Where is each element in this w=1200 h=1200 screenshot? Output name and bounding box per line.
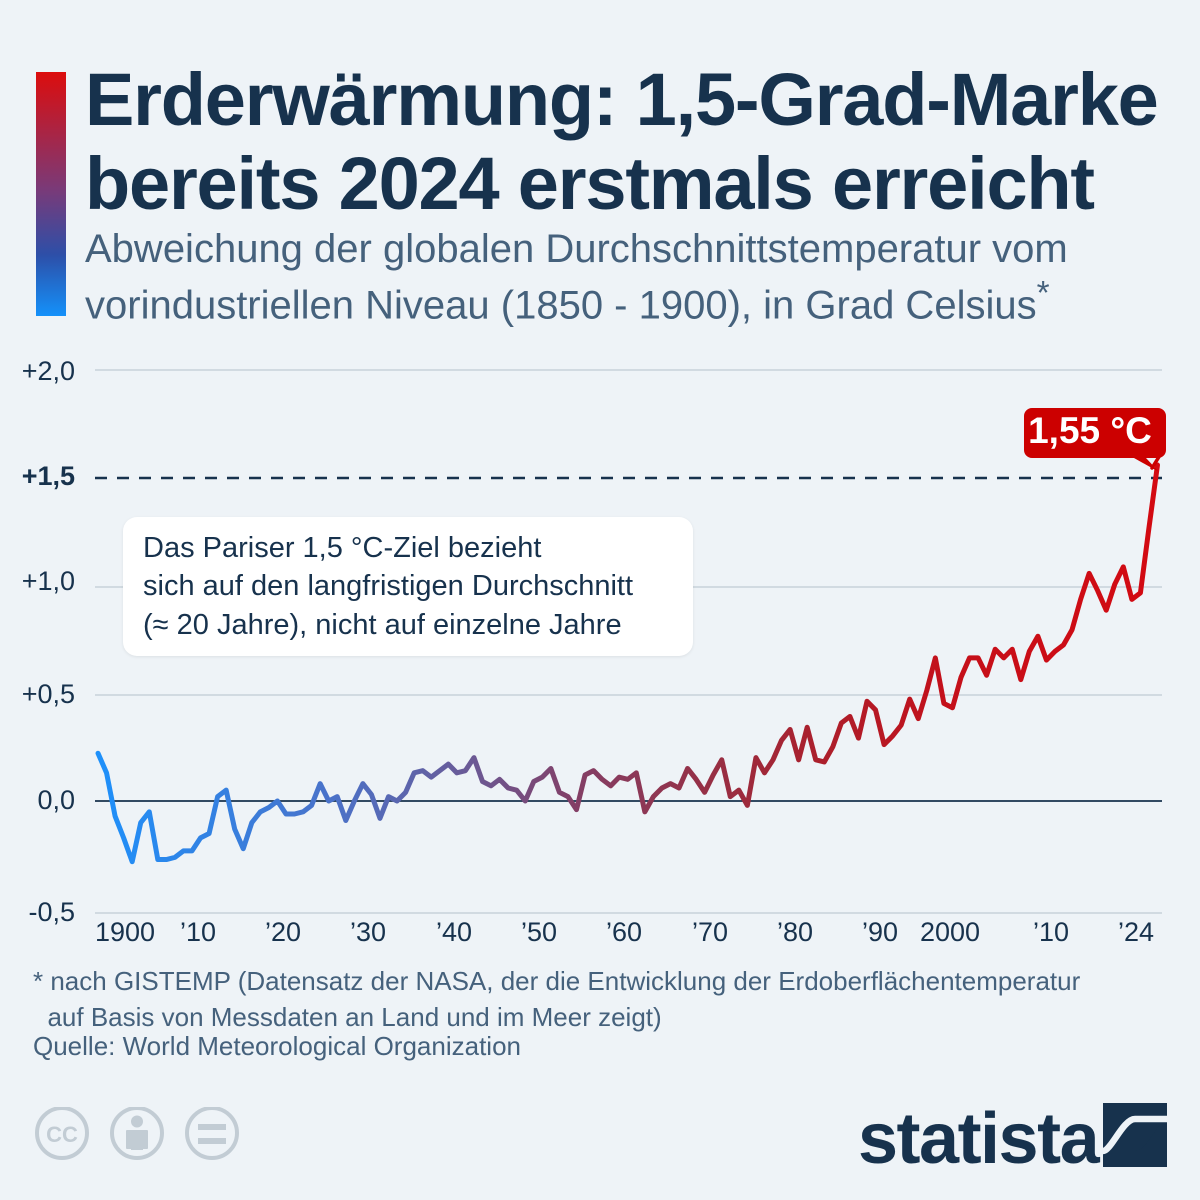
svg-text:CC: CC <box>46 1122 78 1147</box>
svg-text:1,55 °C: 1,55 °C <box>1028 410 1152 451</box>
